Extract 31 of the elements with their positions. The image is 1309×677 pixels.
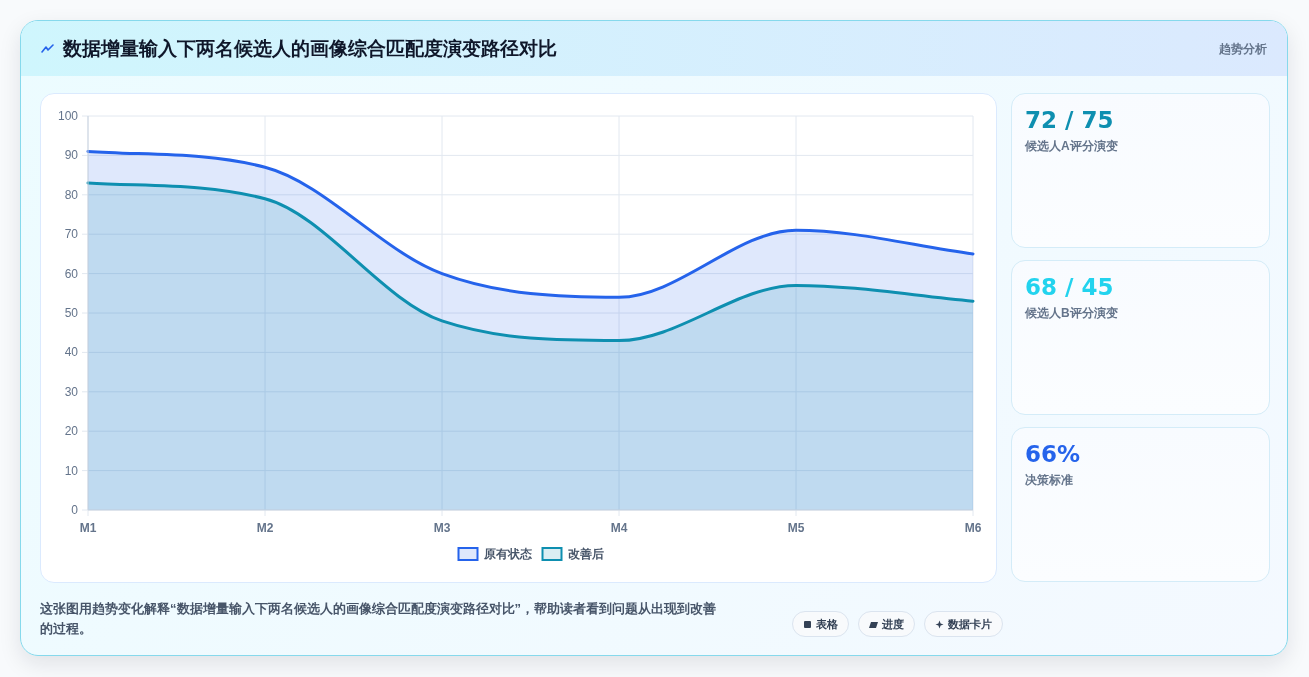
text: 趋势分析 [1219,41,1267,57]
y-tick-label: 100 [57,109,79,123]
text: 66% [1025,440,1081,468]
y-tick-label: 70 [64,227,79,242]
text: 表格 [816,616,838,632]
text: 候选人B评分演变 [1025,305,1118,321]
y-tick-label: 50 [64,306,79,320]
text: 72 / 75 [1025,106,1114,134]
y-tick-label: 40 [64,345,79,360]
legend-label: 改善后 [567,547,604,561]
text: 进度 [882,616,904,632]
x-tick-label: M4 [610,521,628,535]
x-tick-label: M6 [964,521,982,535]
x-tick-label: M5 [787,521,805,535]
text: 决策标准 [1025,472,1073,488]
y-tick-label: 80 [64,187,79,202]
chart-title: 数据增量输入下两名候选人的画像综合匹配度演变路径对比 [63,38,557,60]
text: 这张图用趋势变化解释“数据增量输入下两名候选人的画像综合匹配度演变路径对比”，帮助读者看到问题从出现到改善的过程。 [40,600,717,638]
y-tick-label: 10 [64,463,79,478]
text: 候选人A评分演变 [1025,138,1118,154]
y-tick-label: 30 [64,384,79,399]
text: 68 / 45 [1025,273,1114,301]
x-tick-label: M1 [79,521,97,535]
legend-label: 原有状态 [482,547,533,561]
y-tick-label: 20 [64,424,79,439]
text: 数据卡片 [948,616,992,632]
y-tick-label: 90 [64,148,79,163]
x-tick-label: M3 [433,521,451,535]
x-tick-label: M2 [256,521,274,535]
y-tick-label: 60 [64,266,79,281]
y-tick-label: 0 [71,503,79,517]
